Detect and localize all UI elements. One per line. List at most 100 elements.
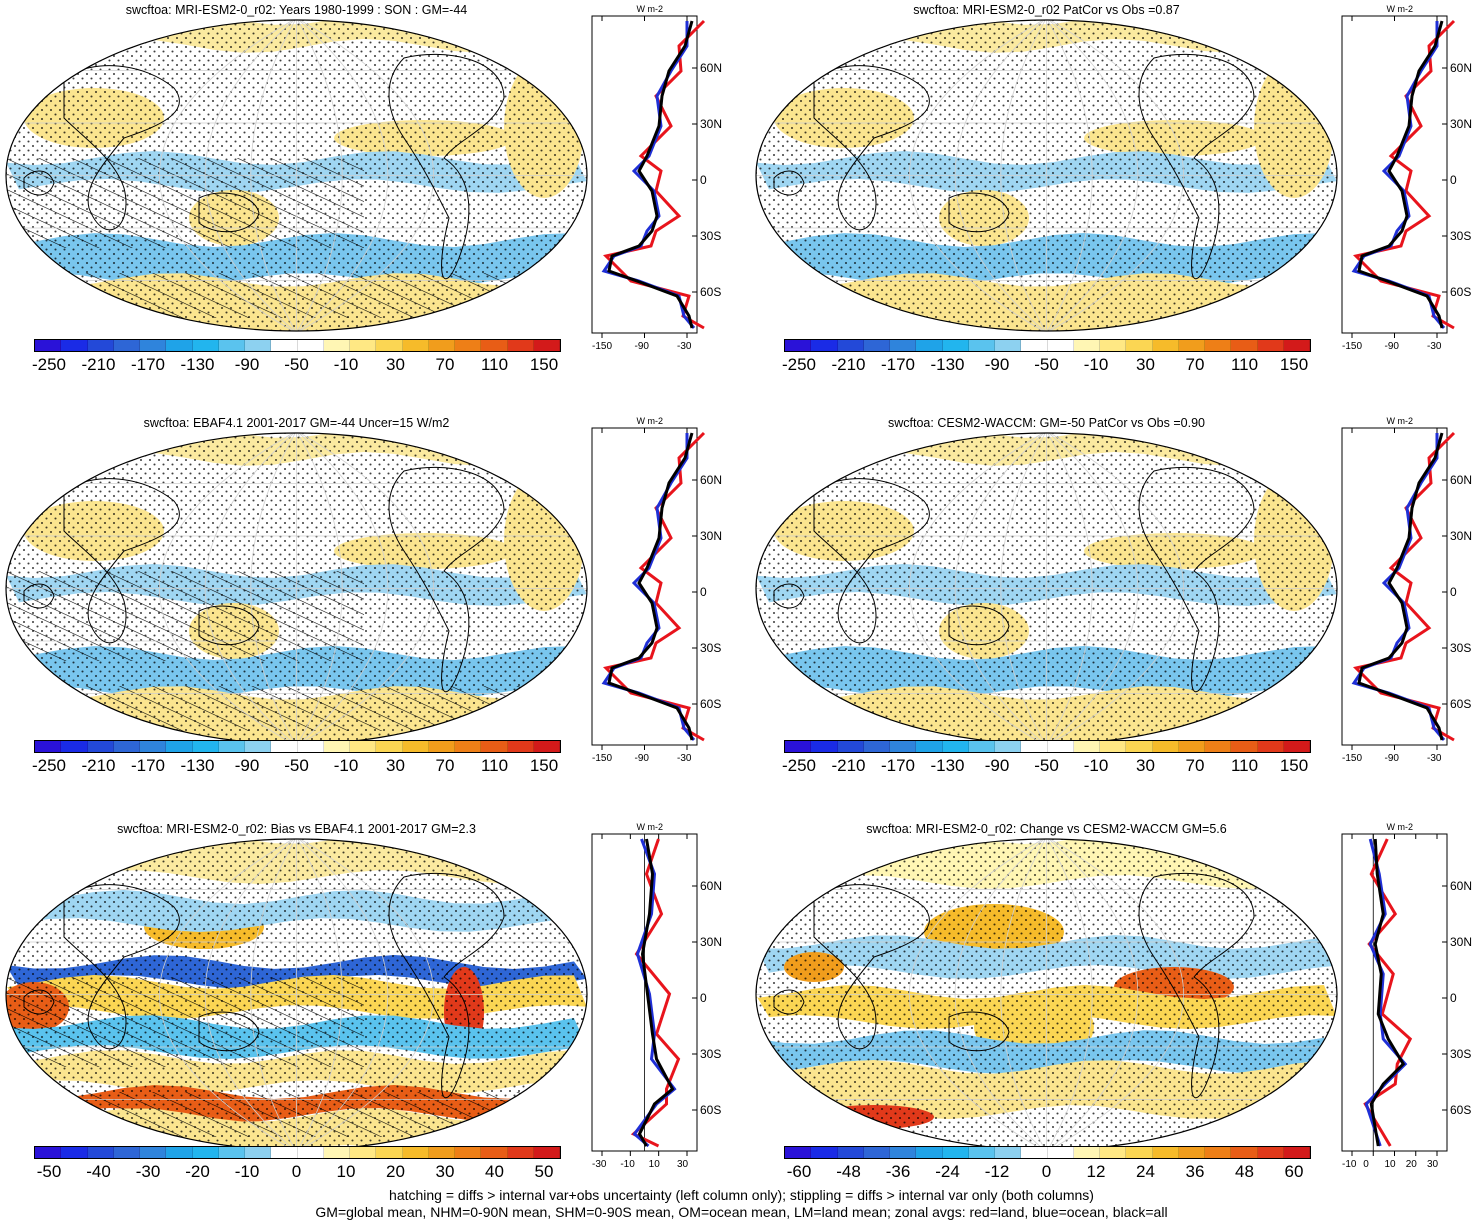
latitude-label: 0 (1450, 585, 1457, 599)
colorbar-label: -30 (135, 1162, 161, 1181)
panel-title: swcftoa: MRI-ESM2-0_r02 PatCor vs Obs =0… (913, 3, 1180, 17)
colorbar-label: -170 (130, 355, 166, 374)
latitude-label: 30N (700, 117, 723, 131)
colorbar-label: -210 (831, 756, 866, 775)
latitude-label: 30S (700, 641, 722, 655)
zonal-x-tick: 30 (1427, 1159, 1439, 1170)
colorbar-label: -50 (1034, 756, 1059, 775)
latitude-label: 30S (700, 229, 722, 243)
colorbar-label: -12 (984, 1162, 1010, 1181)
colorbar-label: 150 (1279, 756, 1309, 775)
colorbar-label: -50 (284, 756, 309, 775)
colorbar-label: -170 (130, 756, 166, 775)
colorbar-label: 30 (1136, 355, 1155, 374)
zonal-average-plot: W m-2 (1341, 416, 1456, 750)
robinson-map (5, 432, 588, 745)
colorbar (34, 740, 561, 753)
latitude-label: 60N (700, 879, 723, 893)
zonal-x-tick: 0 (1363, 1159, 1369, 1170)
colorbar-label: 70 (435, 756, 455, 775)
colorbar-label: -90 (234, 756, 260, 775)
colorbar-label: -36 (885, 1162, 911, 1181)
colorbar-label: 0 (1041, 1162, 1052, 1181)
latitude-label: 0 (1450, 991, 1457, 1005)
colorbar-label: 12 (1086, 1162, 1106, 1181)
svg-text:W m-2: W m-2 (637, 822, 664, 832)
panel-title: swcftoa: MRI-ESM2-0_r02: Years 1980-1999… (125, 3, 468, 17)
colorbar-label: -130 (930, 355, 965, 374)
robinson-map (755, 432, 1338, 745)
latitude-label: 30N (1450, 117, 1473, 131)
colorbar-label: -50 (36, 1162, 62, 1181)
svg-text:W m-2: W m-2 (637, 416, 664, 426)
colorbar-label: -10 (234, 1162, 260, 1181)
svg-text:W m-2: W m-2 (1387, 822, 1414, 832)
colorbar-labels: -250 -210 -170 -130 -90 -50 -10 30 70 110 150 (781, 355, 1309, 375)
colorbar-label: -24 (935, 1162, 960, 1181)
colorbar (34, 339, 561, 352)
latitude-label: 0 (700, 991, 707, 1005)
latitude-label: 0 (700, 173, 707, 187)
robinson-map (755, 838, 1338, 1151)
colorbar-label: -210 (831, 355, 866, 374)
zonal-x-tick: -150 (592, 341, 613, 352)
latitude-label: 60N (700, 473, 723, 487)
colorbar (784, 339, 1311, 352)
latitude-label: 60N (700, 61, 723, 75)
colorbar-label: -250 (781, 756, 817, 775)
latitude-label: 0 (700, 585, 707, 599)
colorbar-label: -50 (284, 355, 309, 374)
latitude-label: 30N (700, 935, 723, 949)
colorbar-label: -170 (880, 756, 916, 775)
latitude-label: 60S (700, 285, 722, 299)
colorbar-label: 36 (1185, 1162, 1205, 1181)
colorbar-label: 70 (1185, 756, 1205, 775)
colorbar-label: 20 (386, 1162, 405, 1181)
zonal-x-tick: -30 (1427, 341, 1442, 352)
latitude-label: 30S (1450, 1047, 1472, 1061)
svg-text:W m-2: W m-2 (1387, 4, 1414, 14)
robinson-map (5, 838, 588, 1151)
zonal-x-tick: -10 (1342, 1159, 1357, 1170)
colorbar-label: -130 (180, 355, 215, 374)
robinson-map (755, 19, 1338, 332)
colorbar-labels: -50 -40 -30 -20 -10 0 10 20 30 40 50 (34, 1162, 559, 1182)
latitude-label: 60S (700, 697, 722, 711)
zonal-x-tick: -30 (677, 341, 692, 352)
colorbar-labels: -60 -48 -36 -24 -12 0 12 24 36 48 60 (784, 1162, 1309, 1182)
colorbar-label: -90 (984, 756, 1010, 775)
colorbar-label: -250 (31, 355, 67, 374)
colorbar-label: -48 (836, 1162, 861, 1181)
colorbar-label: 30 (1136, 756, 1155, 775)
zonal-x-tick: -90 (634, 753, 649, 764)
zonal-x-tick: -90 (1384, 753, 1399, 764)
zonal-average-plot: W m-2 (591, 416, 706, 750)
zonal-x-tick: 10 (648, 1159, 660, 1170)
latitude-label: 60N (1450, 879, 1473, 893)
colorbar-label: -250 (781, 355, 817, 374)
colorbar-label: 150 (529, 355, 559, 374)
colorbar-label: 40 (485, 1162, 504, 1181)
colorbar-label: -90 (234, 355, 260, 374)
zonal-average-plot: W m-2 (1341, 822, 1448, 1156)
colorbar-label: -210 (81, 756, 116, 775)
latitude-label: 0 (1450, 173, 1457, 187)
zonal-x-tick: -90 (634, 341, 649, 352)
colorbar-label: -250 (31, 756, 67, 775)
zonal-x-tick: -150 (592, 753, 613, 764)
colorbar-label: 70 (1185, 355, 1205, 374)
colorbar-label: -10 (333, 355, 359, 374)
colorbar-label: 30 (386, 355, 405, 374)
colorbar-label: 10 (336, 1162, 356, 1181)
colorbar-label: 110 (1230, 756, 1259, 775)
latitude-label: 30S (1450, 229, 1472, 243)
zonal-x-tick: -30 (592, 1159, 607, 1170)
latitude-label: 30S (700, 1047, 722, 1061)
panel-title: swcftoa: MRI-ESM2-0_r02: Change vs CESM2… (866, 822, 1227, 836)
latitude-label: 30S (1450, 641, 1472, 655)
colorbar-label: 0 (291, 1162, 302, 1181)
colorbar-label: -130 (930, 756, 965, 775)
footer-line-2: GM=global mean, NHM=0-90N mean, SHM=0-90… (315, 1204, 1168, 1220)
zonal-average-plot: W m-2 (591, 4, 706, 338)
latitude-label: 30N (1450, 935, 1473, 949)
